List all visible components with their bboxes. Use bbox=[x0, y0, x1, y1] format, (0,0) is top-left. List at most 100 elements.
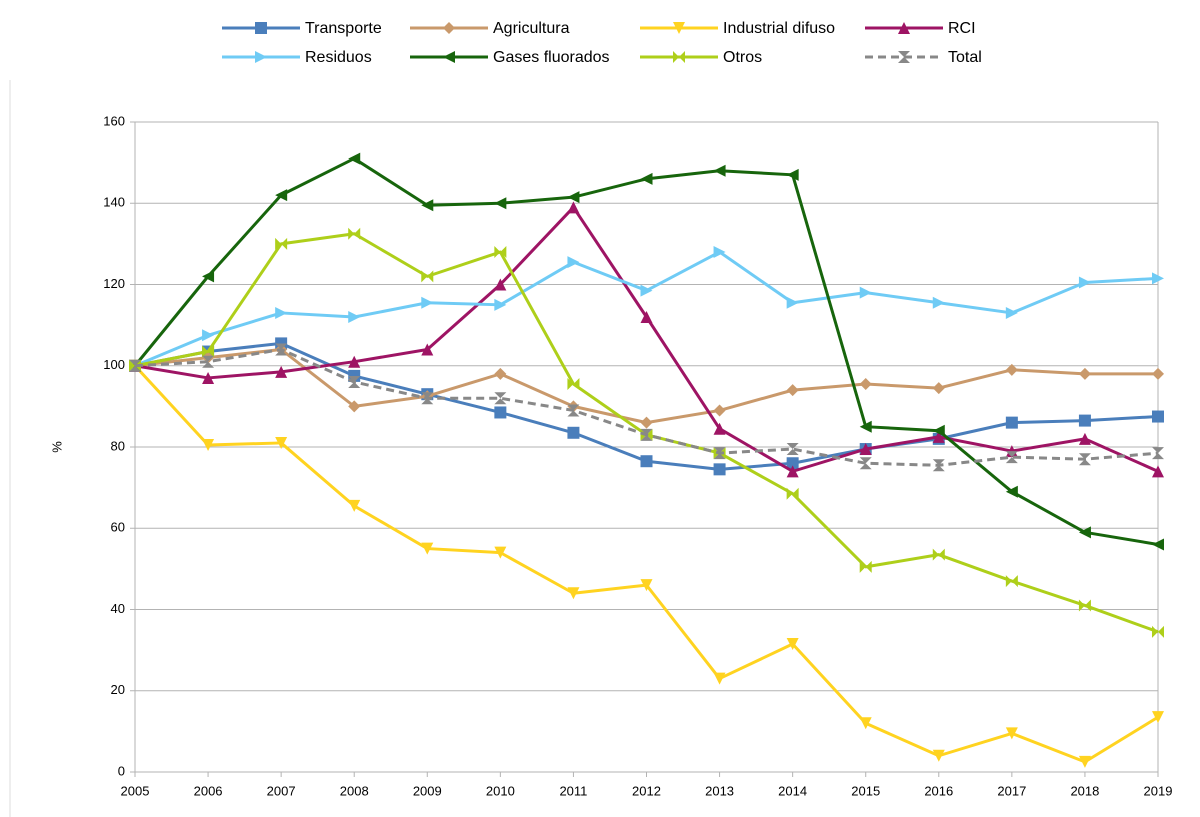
marker bbox=[859, 443, 872, 456]
y-tick-label: 120 bbox=[103, 276, 125, 291]
marker bbox=[859, 457, 872, 470]
marker bbox=[1152, 367, 1164, 380]
marker bbox=[786, 465, 799, 478]
marker bbox=[1152, 447, 1164, 460]
marker bbox=[640, 172, 653, 185]
marker bbox=[1005, 485, 1018, 498]
legend-marker bbox=[443, 51, 455, 63]
marker bbox=[1078, 367, 1091, 380]
x-tick-label: 2010 bbox=[486, 783, 515, 798]
marker bbox=[1005, 363, 1018, 376]
marker bbox=[1152, 410, 1164, 423]
marker bbox=[640, 416, 653, 429]
marker bbox=[932, 424, 945, 437]
marker bbox=[348, 376, 361, 388]
marker bbox=[786, 487, 799, 500]
marker bbox=[786, 457, 799, 470]
marker bbox=[348, 355, 361, 368]
marker bbox=[421, 199, 434, 212]
y-tick-label: 0 bbox=[118, 763, 125, 778]
marker bbox=[421, 392, 434, 405]
x-tick-label: 2008 bbox=[340, 783, 369, 798]
y-tick-label: 40 bbox=[111, 601, 125, 616]
marker bbox=[567, 256, 580, 269]
marker bbox=[859, 420, 872, 433]
marker bbox=[494, 546, 507, 559]
marker bbox=[640, 284, 653, 297]
legend-label: Transporte bbox=[305, 20, 382, 37]
marker bbox=[713, 404, 726, 417]
marker bbox=[713, 463, 726, 476]
marker bbox=[494, 278, 507, 291]
marker bbox=[1005, 416, 1018, 429]
marker bbox=[1078, 599, 1091, 612]
marker bbox=[348, 400, 361, 413]
marker bbox=[202, 329, 215, 342]
legend-marker bbox=[255, 51, 267, 63]
marker bbox=[1078, 755, 1091, 768]
marker bbox=[202, 371, 215, 384]
marker bbox=[859, 717, 872, 730]
x-tick-label: 2013 bbox=[705, 783, 734, 798]
marker bbox=[640, 428, 653, 441]
marker bbox=[421, 343, 434, 356]
marker bbox=[494, 392, 507, 405]
marker bbox=[859, 378, 872, 391]
y-tick-label: 80 bbox=[111, 438, 125, 453]
marker bbox=[640, 455, 653, 468]
marker bbox=[640, 311, 653, 323]
marker bbox=[1152, 538, 1164, 551]
marker bbox=[421, 542, 434, 555]
y-tick-label: 20 bbox=[111, 682, 125, 697]
y-axis-label: % bbox=[49, 441, 64, 453]
marker bbox=[494, 246, 507, 258]
marker bbox=[1078, 276, 1091, 289]
marker bbox=[275, 343, 288, 356]
x-tick-label: 2012 bbox=[632, 783, 661, 798]
marker bbox=[275, 365, 288, 378]
legend-label: Industrial difuso bbox=[723, 20, 835, 37]
marker bbox=[786, 443, 799, 456]
y-tick-label: 100 bbox=[103, 357, 125, 372]
marker bbox=[640, 579, 653, 592]
marker bbox=[348, 311, 361, 323]
marker bbox=[348, 499, 361, 512]
x-tick-label: 2017 bbox=[997, 783, 1026, 798]
series-line bbox=[133, 157, 1159, 546]
marker bbox=[1078, 432, 1091, 445]
marker bbox=[202, 345, 215, 358]
marker bbox=[567, 201, 580, 214]
marker bbox=[494, 197, 507, 210]
x-tick-label: 2011 bbox=[559, 783, 587, 798]
marker bbox=[202, 270, 215, 283]
marker bbox=[1078, 414, 1091, 427]
marker bbox=[713, 672, 726, 685]
legend-label: RCI bbox=[948, 20, 976, 37]
x-tick-label: 2005 bbox=[121, 783, 150, 798]
x-tick-label: 2006 bbox=[194, 783, 223, 798]
x-tick-label: 2007 bbox=[267, 783, 296, 798]
marker bbox=[932, 548, 945, 561]
legend-label: Agricultura bbox=[493, 20, 570, 37]
marker bbox=[932, 459, 945, 472]
marker bbox=[1078, 453, 1091, 466]
series-line bbox=[134, 348, 1158, 425]
legend-label: Gases fluorados bbox=[493, 49, 610, 66]
marker bbox=[786, 638, 799, 651]
marker bbox=[494, 406, 507, 419]
marker bbox=[275, 189, 288, 202]
series-line bbox=[134, 250, 1159, 368]
legend-marker bbox=[443, 22, 455, 34]
marker bbox=[713, 164, 726, 177]
marker bbox=[1005, 575, 1018, 588]
marker bbox=[1005, 727, 1018, 740]
marker bbox=[567, 404, 580, 417]
marker bbox=[494, 298, 507, 311]
marker bbox=[859, 560, 872, 573]
marker bbox=[275, 237, 288, 250]
marker bbox=[1152, 465, 1164, 478]
marker bbox=[1078, 526, 1091, 539]
marker bbox=[1152, 625, 1164, 638]
marker bbox=[932, 749, 945, 762]
